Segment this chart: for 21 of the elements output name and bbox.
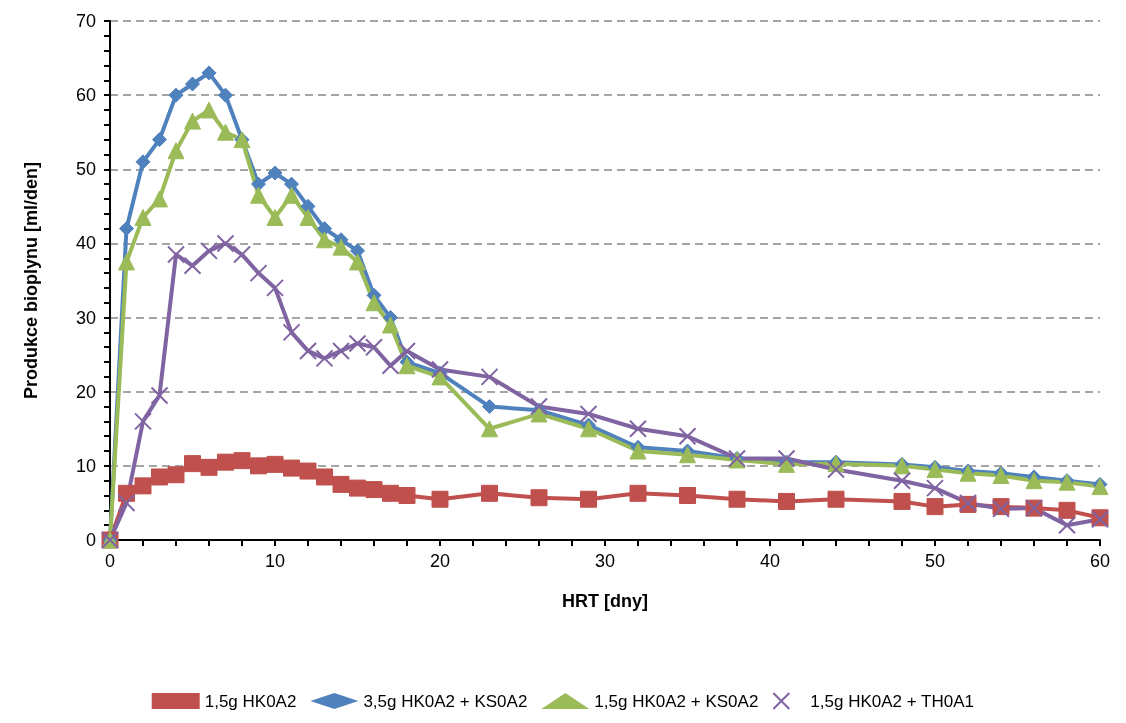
x-tick-label: 0	[104, 551, 116, 571]
y-tick-label: 40	[75, 233, 96, 254]
legend-label: 1,5g HK0A2	[204, 691, 297, 711]
x-tick-label: 20	[429, 551, 451, 571]
y-tick-label: 0	[85, 530, 96, 550]
x-tick-label: 60	[1089, 551, 1111, 571]
x-axis-title: HRT [dny]	[562, 591, 648, 611]
x-tick-label: 40	[759, 551, 781, 571]
y-tick-label: 60	[75, 85, 96, 106]
legend-label: 3,5g HK0A2 + KS0A2	[363, 691, 528, 711]
y-axis-title: Produkce bioplynu [ml/den]	[21, 161, 41, 400]
x-tick-label: 30	[594, 551, 616, 571]
x-tick-label: 50	[924, 551, 946, 571]
y-tick-label: 20	[75, 381, 96, 402]
legend-label: 1,5g HK0A2 + TH0A1	[810, 691, 974, 711]
legend-label: 1,5g HK0A2 + KS0A2	[594, 691, 759, 711]
y-tick-label: 70	[75, 11, 96, 31]
x-tick-label: 10	[264, 551, 286, 571]
y-tick-label: 10	[75, 455, 96, 476]
y-tick-label: 50	[75, 159, 96, 180]
y-tick-label: 30	[75, 307, 96, 328]
